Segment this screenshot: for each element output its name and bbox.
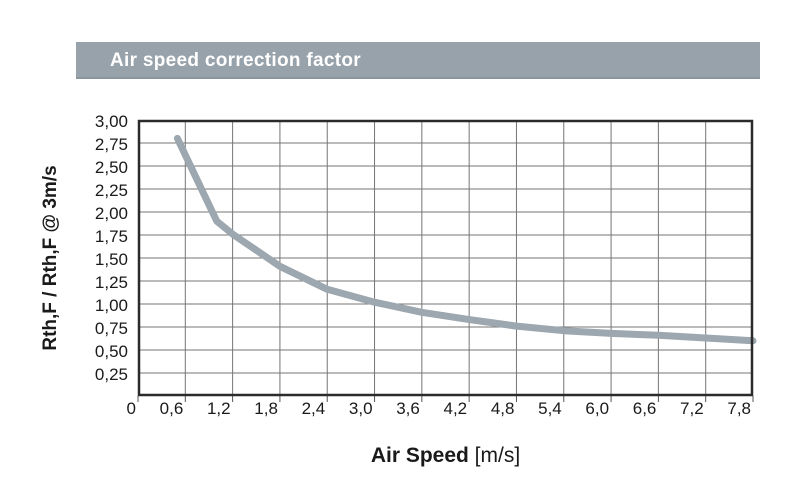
x-axis-title-unit: [m/s] [468, 444, 521, 467]
y-tick-label: 2,00 [94, 204, 128, 223]
x-tick-label: 1,8 [254, 399, 278, 418]
x-tick-label: 7,8 [727, 399, 751, 418]
y-tick-label: 3,00 [94, 112, 128, 131]
y-tick-label: 1,25 [94, 273, 128, 292]
x-tick-label: 3,6 [396, 399, 420, 418]
x-tick-label: 1,2 [206, 399, 231, 418]
x-axis-title: Air Speed [m/s] [138, 444, 753, 468]
x-tick-label: 0 [126, 399, 136, 418]
x-tick-label: 0,6 [159, 399, 184, 418]
x-tick-label: 4,8 [490, 399, 515, 418]
x-tick-label: 5,4 [538, 399, 562, 418]
x-tick-label: 7,2 [680, 399, 704, 418]
y-tick-label: 2,75 [94, 135, 128, 154]
y-tick-label: 1,00 [94, 296, 128, 315]
x-tick-label: 4,2 [443, 399, 468, 418]
plot-frame [137, 119, 754, 397]
y-tick-label: 0,25 [94, 365, 128, 384]
y-tick-label: 1,75 [94, 227, 128, 246]
y-tick-label: 0,75 [94, 319, 128, 338]
x-tick-label: 6,6 [632, 399, 657, 418]
correction-factor-curve [173, 134, 757, 345]
plot-area [137, 119, 757, 402]
x-tick-label: 3,0 [348, 399, 373, 418]
x-tick-label: 6,0 [585, 399, 610, 418]
x-tick-label: 2,4 [301, 399, 326, 418]
y-tick-label: 0,50 [94, 342, 128, 361]
y-tick-label: 2,50 [94, 158, 128, 177]
x-axis-title-main: Air Speed [370, 444, 469, 467]
chart-title-banner: Air speed correction factor [76, 42, 760, 79]
y-tick-label: 1,50 [94, 250, 128, 269]
y-tick-label: 2,25 [94, 181, 128, 200]
